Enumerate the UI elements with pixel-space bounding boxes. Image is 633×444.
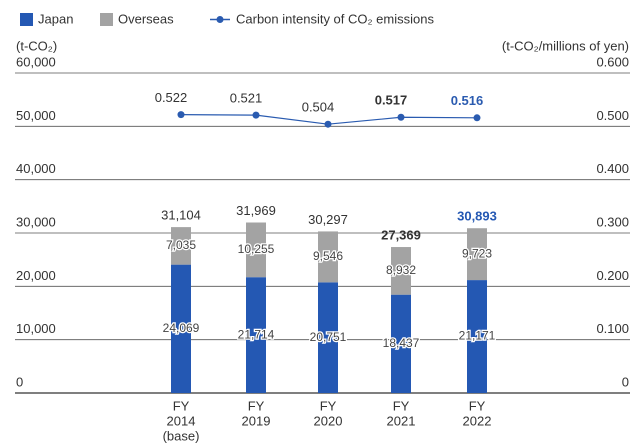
total-label: 30,297 — [308, 212, 348, 227]
y-tick-label: 40,000 — [16, 161, 56, 176]
line-marker — [397, 113, 405, 121]
line-value-label: 0.516 — [451, 93, 484, 108]
legend-swatch — [100, 13, 113, 26]
segment-label: 9,546 — [313, 249, 343, 263]
x-tick-label: FY — [469, 398, 486, 413]
bar-segment — [391, 247, 411, 295]
legend-swatch — [20, 13, 33, 26]
total-label: 31,104 — [161, 208, 201, 223]
y2-tick-label: 0.600 — [596, 54, 629, 69]
y2-tick-label: 0.200 — [596, 268, 629, 283]
bar-segment — [467, 280, 487, 393]
x-tick-label: (base) — [163, 428, 200, 443]
y2-tick-label: 0.100 — [596, 321, 629, 336]
total-label: 31,969 — [236, 203, 276, 218]
bar-segment — [246, 277, 266, 393]
x-tick-label: FY — [393, 398, 410, 413]
y-tick-label: 0 — [16, 374, 23, 389]
segment-label: 21,714 — [238, 327, 275, 341]
y-tick-label: 10,000 — [16, 321, 56, 336]
y2-tick-label: 0.300 — [596, 214, 629, 229]
total-label: 27,369 — [381, 227, 421, 242]
bar-segment — [171, 264, 191, 393]
line-marker — [177, 111, 185, 119]
line-value-label: 0.521 — [230, 91, 263, 106]
segment-label: 21,171 — [459, 329, 496, 343]
x-tick-label: FY — [320, 398, 337, 413]
total-label: 30,893 — [457, 209, 497, 224]
y2-tick-label: 0.400 — [596, 161, 629, 176]
x-tick-label: 2021 — [387, 413, 416, 428]
legend-label: Overseas — [118, 11, 174, 26]
bar-segment — [318, 282, 338, 393]
y2-axis-title: (t-CO₂/millions of yen) — [502, 38, 629, 53]
bar-segment — [318, 231, 338, 283]
y-tick-label: 50,000 — [16, 108, 56, 123]
bar-segment — [467, 228, 487, 281]
y-tick-label: 20,000 — [16, 268, 56, 283]
x-tick-label: 2020 — [314, 413, 343, 428]
legend-marker — [216, 16, 224, 23]
y2-tick-label: 0.500 — [596, 108, 629, 123]
x-tick-label: 2014 — [167, 413, 196, 428]
line-value-label: 0.517 — [375, 93, 408, 108]
y-tick-label: 30,000 — [16, 214, 56, 229]
bar-segment — [171, 227, 191, 265]
segment-label: 8,932 — [386, 263, 416, 277]
x-tick-label: FY — [248, 398, 265, 413]
y-tick-label: 60,000 — [16, 54, 56, 69]
x-tick-label: FY — [173, 398, 190, 413]
line-value-label: 0.522 — [155, 90, 188, 105]
line-marker — [473, 114, 481, 122]
segment-label: 18,437 — [383, 336, 420, 350]
line-marker — [252, 111, 260, 119]
y2-tick-label: 0 — [622, 374, 629, 389]
segment-label: 10,255 — [238, 242, 275, 256]
x-tick-label: 2019 — [242, 413, 271, 428]
y-axis-title: (t-CO₂) — [16, 38, 57, 53]
segment-label: 7,035 — [166, 238, 196, 252]
line-marker — [324, 120, 332, 128]
segment-label: 9,723 — [462, 246, 492, 260]
segment-label: 20,751 — [310, 330, 347, 344]
bar-segment — [246, 222, 266, 278]
x-tick-label: 2022 — [463, 413, 492, 428]
legend-label: Japan — [38, 11, 73, 26]
legend-label: Carbon intensity of CO₂ emissions — [236, 11, 434, 26]
line-value-label: 0.504 — [302, 100, 335, 115]
bar-segment — [391, 294, 411, 393]
segment-label: 24,069 — [163, 321, 200, 335]
